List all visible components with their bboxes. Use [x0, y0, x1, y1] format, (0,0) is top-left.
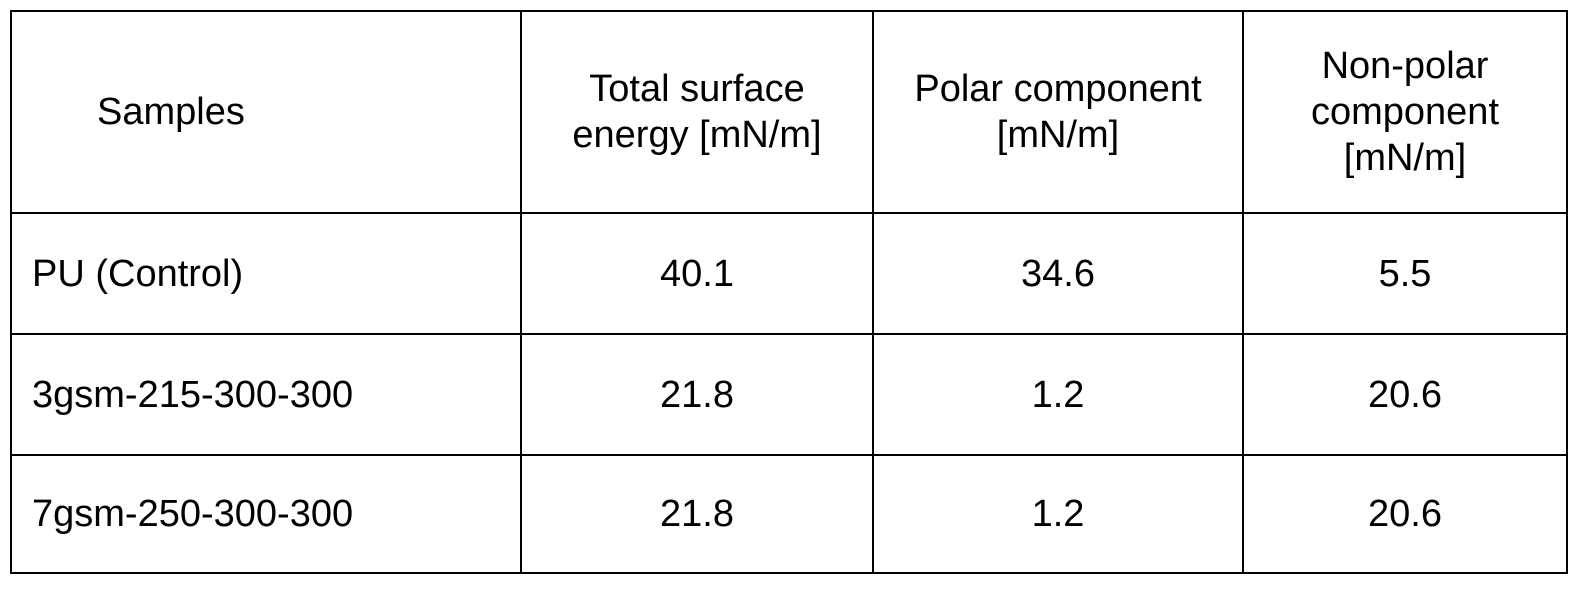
header-total-line-2: energy [mN/m] [534, 112, 860, 158]
cell-nonpolar: 5.5 [1243, 213, 1567, 334]
header-nonpolar-line-2: component [1256, 89, 1554, 135]
cell-total: 21.8 [521, 455, 873, 573]
header-polar-line-1: Polar component [886, 66, 1230, 112]
table-header-row: Samples Total surface energy [mN/m] Pola… [11, 11, 1567, 213]
cell-sample: 7gsm-250-300-300 [11, 455, 521, 573]
surface-energy-table: Samples Total surface energy [mN/m] Pola… [10, 10, 1568, 574]
header-nonpolar-line-1: Non-polar [1256, 43, 1554, 89]
cell-nonpolar: 20.6 [1243, 455, 1567, 573]
cell-polar: 1.2 [873, 455, 1243, 573]
header-samples: Samples [11, 11, 521, 213]
header-nonpolar-component: Non-polar component [mN/m] [1243, 11, 1567, 213]
header-nonpolar-line-3: [mN/m] [1256, 135, 1554, 181]
header-total-line-1: Total surface [534, 66, 860, 112]
table-row: 3gsm-215-300-300 21.8 1.2 20.6 [11, 334, 1567, 455]
table-row: 7gsm-250-300-300 21.8 1.2 20.6 [11, 455, 1567, 573]
cell-nonpolar: 20.6 [1243, 334, 1567, 455]
header-total-surface-energy: Total surface energy [mN/m] [521, 11, 873, 213]
header-polar-component: Polar component [mN/m] [873, 11, 1243, 213]
surface-energy-table-container: Samples Total surface energy [mN/m] Pola… [10, 10, 1568, 574]
cell-total: 21.8 [521, 334, 873, 455]
cell-sample: 3gsm-215-300-300 [11, 334, 521, 455]
header-polar-line-2: [mN/m] [886, 112, 1230, 158]
cell-total: 40.1 [521, 213, 873, 334]
cell-polar: 34.6 [873, 213, 1243, 334]
cell-polar: 1.2 [873, 334, 1243, 455]
table-row: PU (Control) 40.1 34.6 5.5 [11, 213, 1567, 334]
cell-sample: PU (Control) [11, 213, 521, 334]
